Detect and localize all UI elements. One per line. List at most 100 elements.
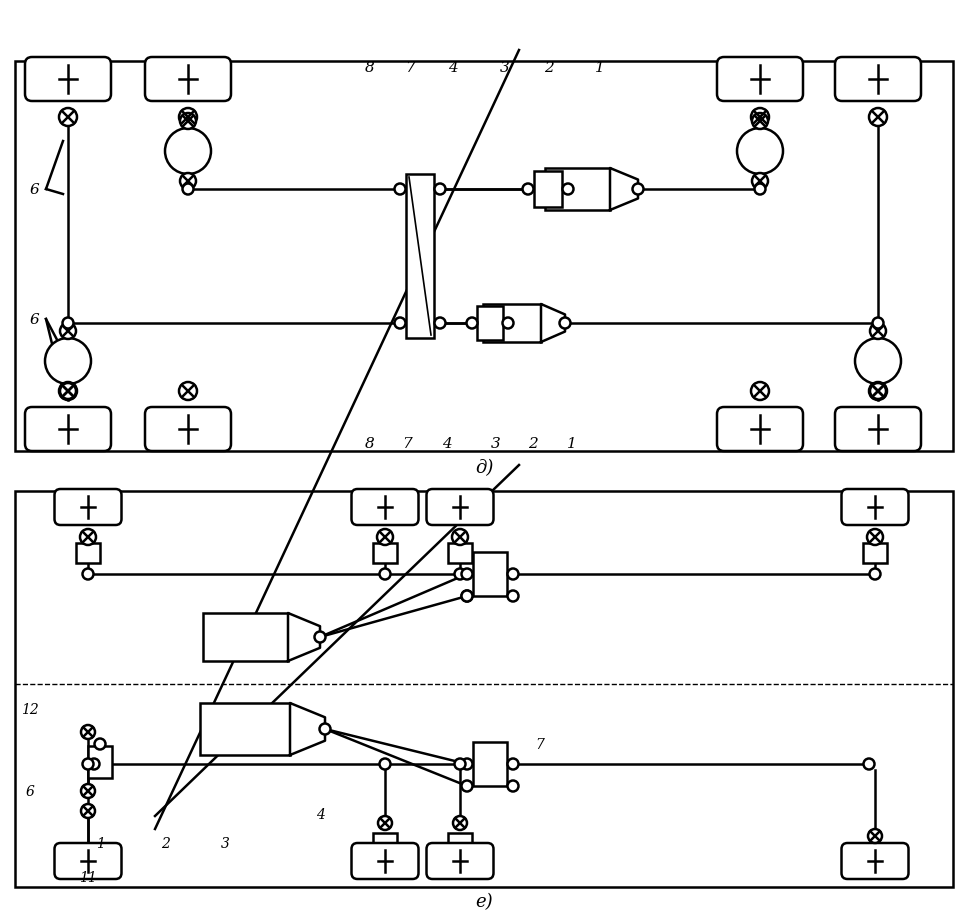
Text: 3: 3 xyxy=(221,836,229,850)
FancyBboxPatch shape xyxy=(145,407,231,451)
FancyBboxPatch shape xyxy=(717,407,803,451)
Text: 6: 6 xyxy=(29,312,39,326)
Bar xyxy=(76,543,100,563)
Circle shape xyxy=(507,759,519,770)
FancyBboxPatch shape xyxy=(54,490,122,526)
Polygon shape xyxy=(290,703,325,755)
Circle shape xyxy=(60,383,76,400)
Circle shape xyxy=(502,318,513,329)
Bar xyxy=(483,305,541,343)
FancyBboxPatch shape xyxy=(25,407,111,451)
Circle shape xyxy=(435,318,445,329)
Circle shape xyxy=(95,739,106,750)
Circle shape xyxy=(462,569,472,580)
Circle shape xyxy=(452,529,468,545)
Circle shape xyxy=(377,529,393,545)
Bar xyxy=(545,169,610,210)
Circle shape xyxy=(752,114,768,130)
Bar xyxy=(473,743,507,786)
Circle shape xyxy=(60,323,76,340)
Circle shape xyxy=(462,780,472,791)
Text: 4: 4 xyxy=(448,61,458,75)
Circle shape xyxy=(379,569,390,580)
Polygon shape xyxy=(610,169,638,210)
Circle shape xyxy=(754,185,766,195)
Bar xyxy=(473,552,507,596)
Circle shape xyxy=(462,759,472,770)
FancyBboxPatch shape xyxy=(145,58,231,102)
Text: 7: 7 xyxy=(402,437,411,450)
Bar xyxy=(373,543,397,563)
Circle shape xyxy=(165,129,211,175)
Bar xyxy=(203,613,288,662)
Polygon shape xyxy=(541,305,565,343)
Circle shape xyxy=(507,569,519,580)
Circle shape xyxy=(81,725,95,739)
Circle shape xyxy=(82,569,94,580)
Circle shape xyxy=(455,759,466,770)
Circle shape xyxy=(869,382,887,401)
Text: 7: 7 xyxy=(535,737,544,751)
Circle shape xyxy=(395,185,406,195)
FancyBboxPatch shape xyxy=(351,843,418,879)
Circle shape xyxy=(88,759,100,770)
Circle shape xyxy=(319,724,330,734)
Bar xyxy=(477,307,503,341)
FancyBboxPatch shape xyxy=(841,843,909,879)
Circle shape xyxy=(867,529,883,545)
Circle shape xyxy=(315,632,325,642)
Circle shape xyxy=(453,816,467,830)
Text: д): д) xyxy=(475,459,493,476)
Circle shape xyxy=(855,338,901,384)
Circle shape xyxy=(560,318,570,329)
Circle shape xyxy=(868,829,882,843)
Text: 4: 4 xyxy=(442,437,452,450)
FancyBboxPatch shape xyxy=(841,490,909,526)
Text: 1: 1 xyxy=(595,61,605,75)
FancyBboxPatch shape xyxy=(427,843,494,879)
Bar xyxy=(534,172,562,208)
Circle shape xyxy=(180,114,196,130)
Text: 2: 2 xyxy=(544,61,554,75)
Circle shape xyxy=(869,569,881,580)
Circle shape xyxy=(379,759,390,770)
Circle shape xyxy=(870,323,886,340)
Circle shape xyxy=(632,185,644,195)
Circle shape xyxy=(435,185,445,195)
FancyBboxPatch shape xyxy=(835,58,921,102)
Circle shape xyxy=(59,382,77,401)
Text: 3: 3 xyxy=(491,437,500,450)
Circle shape xyxy=(179,108,197,127)
Text: 6: 6 xyxy=(25,784,35,798)
Circle shape xyxy=(395,318,406,329)
FancyBboxPatch shape xyxy=(835,407,921,451)
Text: 12: 12 xyxy=(21,702,39,716)
Circle shape xyxy=(507,780,519,791)
Polygon shape xyxy=(288,613,320,662)
Circle shape xyxy=(467,318,477,329)
Circle shape xyxy=(180,174,196,190)
Circle shape xyxy=(80,529,96,545)
Circle shape xyxy=(462,591,472,602)
Circle shape xyxy=(751,108,769,127)
Circle shape xyxy=(462,591,472,602)
Text: 8: 8 xyxy=(365,437,375,450)
FancyBboxPatch shape xyxy=(717,58,803,102)
Text: 6: 6 xyxy=(29,183,39,197)
Circle shape xyxy=(752,174,768,190)
FancyBboxPatch shape xyxy=(54,843,122,879)
Circle shape xyxy=(183,185,194,195)
Text: 1: 1 xyxy=(96,836,105,850)
Circle shape xyxy=(81,804,95,818)
FancyBboxPatch shape xyxy=(351,490,418,526)
Circle shape xyxy=(59,108,77,127)
FancyBboxPatch shape xyxy=(25,58,111,102)
Bar xyxy=(406,175,434,338)
Circle shape xyxy=(562,185,573,195)
Bar xyxy=(448,543,472,563)
Circle shape xyxy=(870,383,886,400)
Text: 2: 2 xyxy=(529,437,538,450)
Bar xyxy=(88,746,112,778)
Circle shape xyxy=(751,382,769,401)
Text: 7: 7 xyxy=(406,61,415,75)
